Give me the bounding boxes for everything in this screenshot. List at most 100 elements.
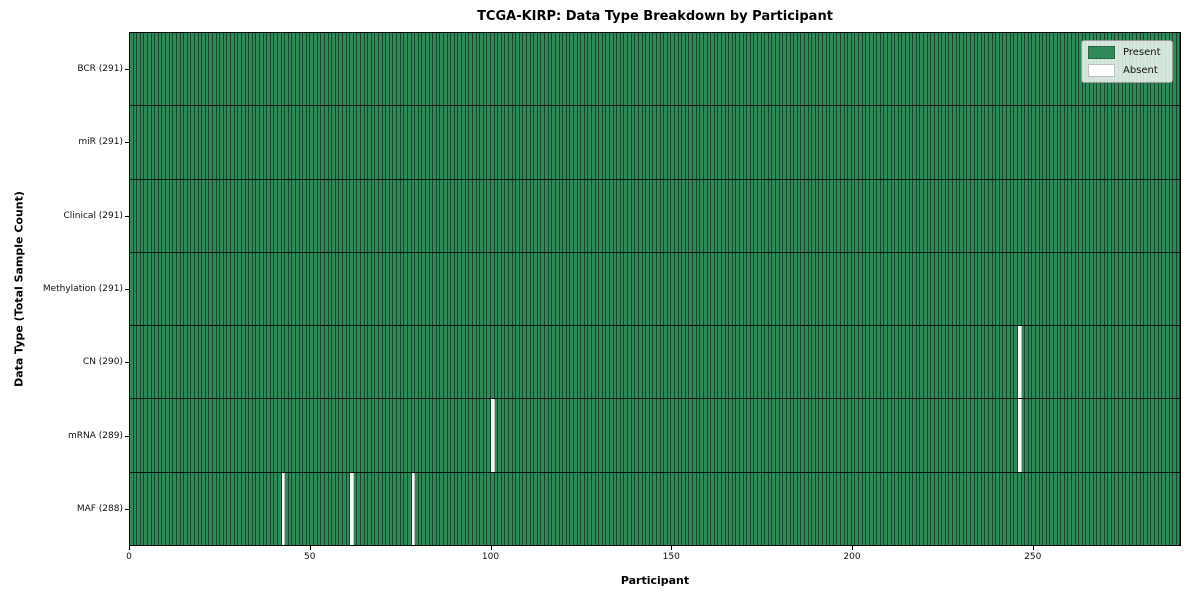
- matrix-cell: [967, 399, 971, 472]
- matrix-cell: [516, 33, 520, 106]
- matrix-cell: [920, 326, 925, 399]
- matrix-cell: [1075, 106, 1080, 179]
- matrix-cell: [801, 106, 805, 179]
- matrix-cell: [916, 472, 921, 545]
- matrix-cell: [173, 179, 177, 252]
- matrix-cell: [891, 33, 896, 106]
- matrix-cell: [830, 472, 834, 545]
- matrix-cell: [350, 33, 354, 106]
- matrix-cell: [667, 33, 672, 106]
- matrix-cell: [711, 252, 715, 326]
- matrix-cell: [429, 106, 434, 179]
- matrix-cell: [552, 252, 556, 326]
- matrix-cell: [400, 106, 405, 179]
- matrix-cell: [689, 326, 694, 399]
- matrix-cell: [382, 179, 387, 252]
- matrix-cell: [166, 179, 170, 252]
- matrix-cell: [949, 472, 953, 545]
- matrix-cell: [703, 106, 708, 179]
- matrix-cell: [837, 252, 842, 326]
- matrix-cell: [667, 399, 672, 472]
- matrix-cell: [519, 252, 524, 326]
- matrix-cell: [1151, 399, 1156, 472]
- matrix-cell: [310, 179, 315, 252]
- matrix-cell: [1032, 326, 1036, 399]
- matrix-cell: [1133, 472, 1138, 545]
- matrix-cell: [689, 179, 694, 252]
- matrix-cell: [859, 472, 863, 545]
- matrix-cell: [321, 252, 325, 326]
- matrix-cell: [1108, 326, 1112, 399]
- matrix-cell: [913, 399, 917, 472]
- matrix-cell: [1118, 399, 1123, 472]
- matrix-cell: [324, 326, 329, 399]
- matrix-cell: [1035, 33, 1040, 106]
- matrix-cell: [610, 326, 614, 399]
- matrix-cell: [786, 399, 791, 472]
- matrix-cell: [508, 33, 513, 106]
- matrix-cell: [472, 252, 477, 326]
- matrix-cell: [956, 326, 961, 399]
- matrix-cell: [660, 326, 665, 399]
- matrix-cell: [599, 472, 603, 545]
- matrix-cell: [180, 399, 185, 472]
- matrix-cell: [512, 399, 517, 472]
- matrix-cell: [256, 33, 260, 106]
- matrix-cell: [761, 106, 766, 179]
- matrix-cell: [927, 399, 932, 472]
- matrix-cell: [418, 472, 423, 545]
- matrix-cell: [155, 33, 159, 106]
- matrix-cell: [447, 399, 452, 472]
- matrix-cell: [263, 179, 268, 252]
- matrix-cell: [945, 252, 950, 326]
- matrix-cell: [310, 33, 315, 106]
- matrix-cell: [534, 399, 538, 472]
- matrix-cell: [714, 252, 719, 326]
- matrix-cell: [516, 326, 520, 399]
- matrix-cell: [967, 472, 971, 545]
- matrix-cell: [440, 252, 445, 326]
- matrix-cell: [916, 399, 921, 472]
- matrix-cell: [1064, 326, 1069, 399]
- matrix-cell: [819, 33, 823, 106]
- matrix-cell: [826, 179, 831, 252]
- matrix-cell: [675, 33, 679, 106]
- matrix-cell: [1017, 179, 1022, 252]
- matrix-cell: [559, 252, 564, 326]
- matrix-cell: [978, 106, 982, 179]
- matrix-cell: [205, 179, 210, 252]
- matrix-cell: [624, 326, 629, 399]
- matrix-cell: [440, 106, 445, 179]
- matrix-cell: [927, 472, 932, 545]
- matrix-cell: [191, 399, 195, 472]
- matrix-cell: [436, 33, 441, 106]
- matrix-cell: [1155, 472, 1159, 545]
- matrix-cell: [581, 252, 585, 326]
- matrix-cell-absent: [1017, 399, 1022, 472]
- matrix-cell: [1162, 472, 1166, 545]
- matrix-cell: [855, 399, 860, 472]
- matrix-cell: [1043, 33, 1047, 106]
- matrix-cell: [671, 399, 676, 472]
- matrix-cell: [996, 252, 1000, 326]
- matrix-cell: [545, 399, 549, 472]
- matrix-cell: [703, 326, 708, 399]
- matrix-cell: [559, 326, 564, 399]
- matrix-cell: [555, 472, 560, 545]
- matrix-cell: [523, 106, 528, 179]
- matrix-cell: [808, 106, 813, 179]
- matrix-cell: [685, 326, 690, 399]
- matrix-cell: [887, 106, 892, 179]
- matrix-cell: [631, 33, 636, 106]
- matrix-cell: [678, 399, 683, 472]
- matrix-cell: [418, 399, 423, 472]
- matrix-cell: [685, 33, 690, 106]
- matrix-cell: [743, 326, 748, 399]
- matrix-cell: [223, 399, 228, 472]
- matrix-cell: [234, 179, 239, 252]
- matrix-cell: [202, 179, 206, 252]
- matrix-cell: [772, 106, 777, 179]
- matrix-cell: [1017, 106, 1022, 179]
- matrix-cell: [555, 399, 560, 472]
- matrix-cell: [906, 33, 910, 106]
